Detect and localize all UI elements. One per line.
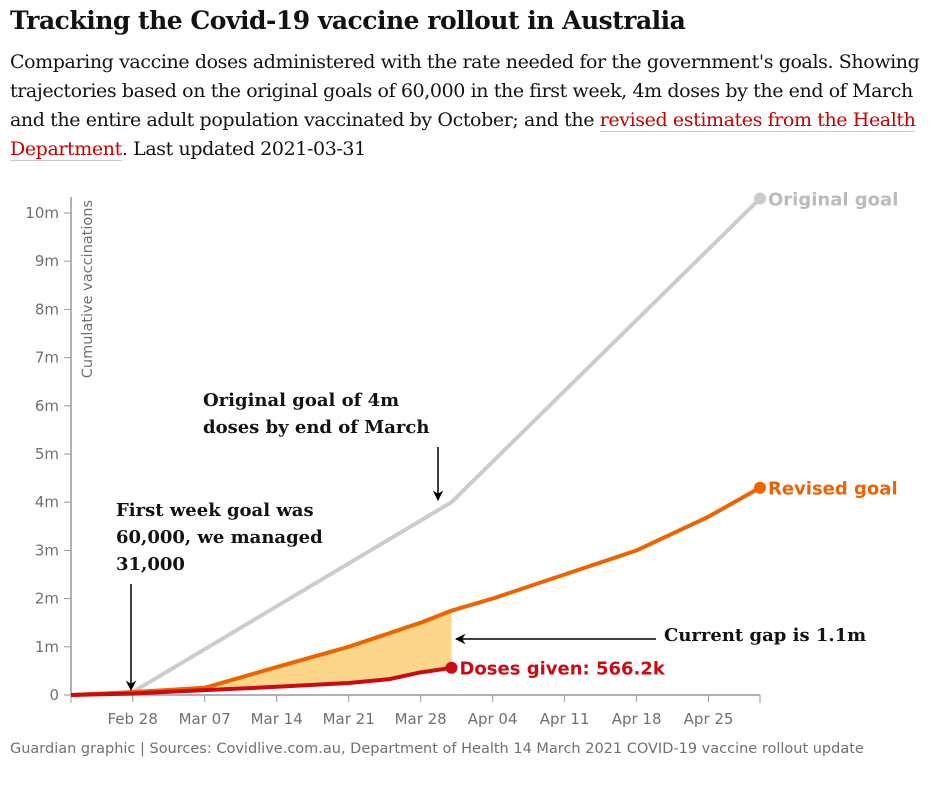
annotation-current-gap: Current gap is 1.1m <box>664 625 866 646</box>
y-tick-label: 7m <box>35 349 59 367</box>
subtitle-text: Comparing vaccine doses administered wit… <box>10 51 920 131</box>
x-tick-label: Mar 14 <box>251 710 303 728</box>
doses-given-end-dot <box>445 661 458 674</box>
annotation-original-goal: doses by end of March <box>203 417 429 438</box>
revised-goal-line <box>70 485 761 697</box>
y-tick-label: 10m <box>25 204 59 222</box>
y-tick-label: 2m <box>35 590 59 608</box>
chart-title: Tracking the Covid-19 vaccine rollout in… <box>10 6 686 35</box>
annotation-first-week: 31,000 <box>116 554 185 575</box>
doses-given-label: Doses given: 566.2k <box>459 659 665 680</box>
chart-subtitle: Comparing vaccine doses administered wit… <box>10 48 935 164</box>
y-axis-label: Cumulative vaccinations <box>80 200 96 378</box>
annotation-first-week: First week goal was <box>116 500 314 521</box>
revised-goal-end-dot <box>754 481 766 494</box>
subtitle-updated: . Last updated 2021-03-31 <box>121 138 366 160</box>
original-goal-end-dot <box>754 192 766 205</box>
y-tick-label: 4m <box>35 493 59 511</box>
original-goal-line <box>70 197 762 697</box>
y-tick-label: 0 <box>49 686 59 704</box>
health-department-link[interactable]: revised estimates from the Health Depart… <box>10 109 916 161</box>
y-tick-label: 1m <box>35 638 59 656</box>
x-tick-label: Mar 07 <box>179 710 231 728</box>
revised-goal-label: Revised goal <box>768 479 898 500</box>
x-tick-label: Mar 21 <box>323 710 375 728</box>
original-goal-label: Original goal <box>768 190 898 211</box>
y-tick-label: 8m <box>35 300 59 318</box>
y-tick-label: 3m <box>35 541 59 559</box>
x-tick-label: Apr 18 <box>612 710 662 728</box>
x-tick-label: Mar 28 <box>395 710 447 728</box>
x-tick-label: Apr 04 <box>468 710 518 728</box>
annotation-first-week: 60,000, we managed <box>116 527 323 548</box>
x-tick-label: Feb 28 <box>107 710 157 728</box>
y-tick-label: 6m <box>35 397 59 415</box>
x-tick-label: Apr 11 <box>540 710 590 728</box>
gap-area <box>71 610 452 695</box>
y-tick-label: 5m <box>35 445 59 463</box>
x-tick-label: Apr 25 <box>684 710 734 728</box>
y-tick-label: 9m <box>35 252 59 270</box>
doses-given-line <box>70 665 452 697</box>
chart-footer: Guardian graphic | Sources: Covidlive.co… <box>10 741 864 757</box>
annotation-original-goal: Original goal of 4m <box>203 390 399 411</box>
